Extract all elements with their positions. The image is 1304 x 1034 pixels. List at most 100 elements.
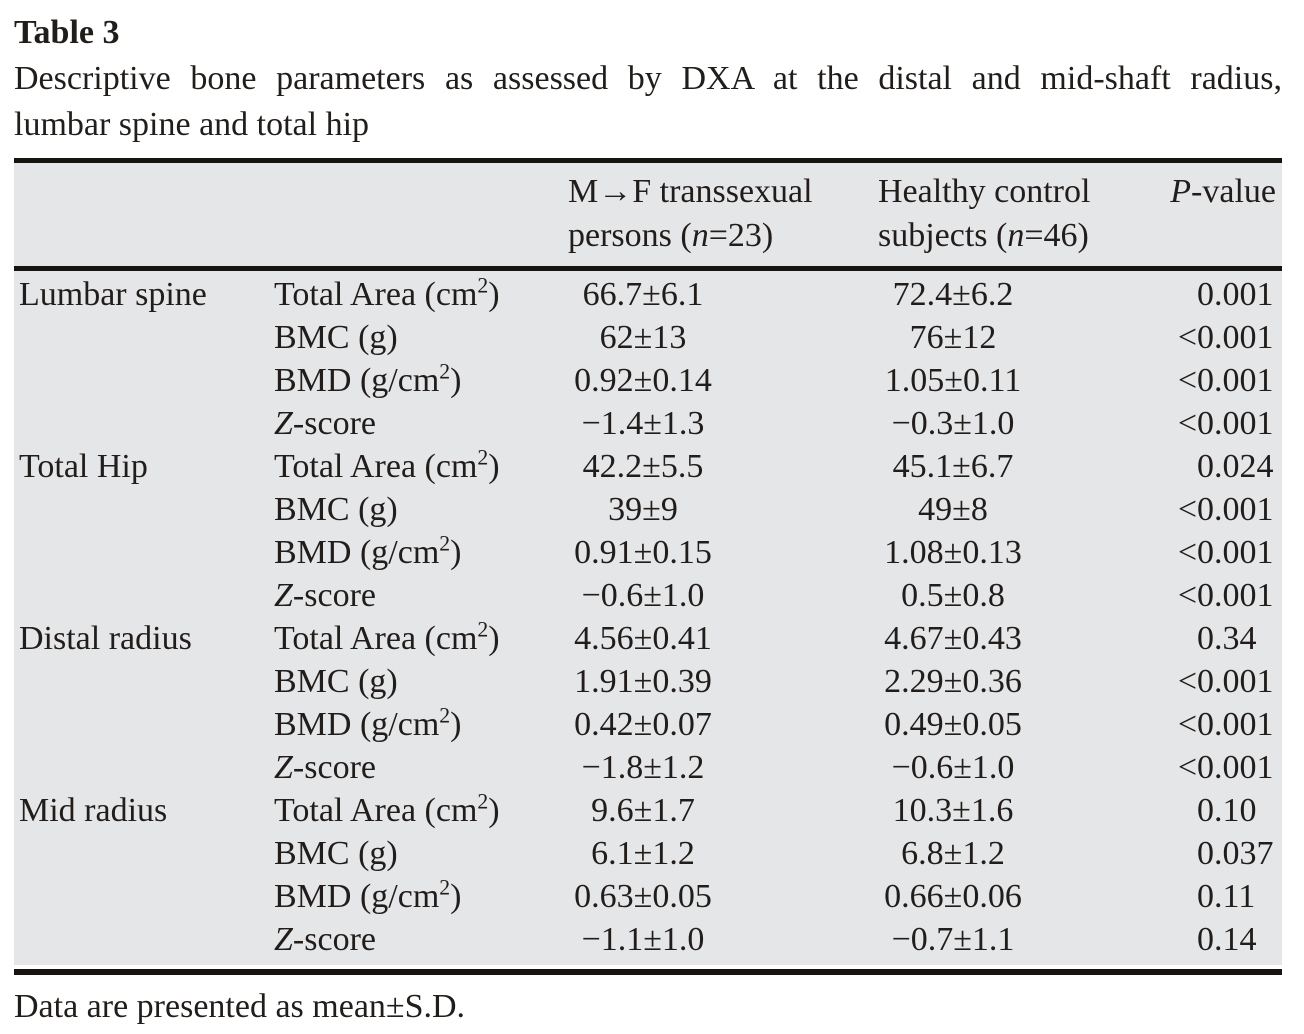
region-cell [14,574,272,617]
header-pvalue-cell: P-value [1170,173,1276,210]
p-value-int: <0 [1177,405,1214,442]
control-value-cell: 72.4±6.2 [878,269,1158,317]
p-value-int: 0 [1197,448,1214,485]
p-value-cell: 0.11 [1158,875,1282,918]
control-value: 2.29±0.36 [884,663,1022,700]
p-value-dec: .001 [1214,706,1274,743]
p-value-dec: .001 [1214,319,1274,356]
parameter-cell: Z-score [274,749,376,786]
p-value-cell: <0.001 [1158,703,1282,746]
p-value-dec: .024 [1214,448,1274,485]
region-cell [14,875,272,918]
control-value-cell: 49±8 [878,488,1158,531]
header-control-line1: Healthy control [878,173,1091,210]
p-value-cell: 0.024 [1158,445,1282,488]
control-value: 72.4±6.2 [892,276,1014,313]
control-value-cell: 0.5±0.8 [878,574,1158,617]
table-row: Distal radius Total Area (cm2) 4.56±0.41 4.… [14,617,1282,660]
region-cell: Distal radius [19,620,192,657]
p-value-cell: <0.001 [1158,316,1282,359]
control-value-cell: 76±12 [878,316,1158,359]
header-mf-group-cell: M→F transsexual persons (n=23) [568,161,878,269]
mf-value-cell: 6.1±1.2 [568,832,878,875]
table-caption-line2: lumbar spine and total hip [14,106,370,143]
p-value-int: 0 [1197,276,1214,313]
parameter-cell: Total Area (cm2) [274,617,500,657]
control-value-cell: 0.49±0.05 [878,703,1158,746]
region-cell [14,918,272,965]
parameter-cell: BMD (g/cm2) [274,531,462,571]
table-row: Z-score −1.4±1.3 −0.3±1.0 <0.001 [14,402,1282,445]
region-cell [14,316,272,359]
table-row: Z-score −1.8±1.2 −0.6±1.0 <0.001 [14,746,1282,789]
mf-value-cell: 1.91±0.39 [568,660,878,703]
region-cell [14,660,272,703]
p-value-dec: .001 [1214,534,1274,571]
table-row: BMD (g/cm2) 0.91±0.15 1.08±0.13 <0.001 [14,531,1282,574]
table-row: Lumbar spine Total Area (cm2) 66.7±6.1 72.4… [14,269,1282,317]
p-value-int: 0 [1197,620,1214,657]
p-value-cell: <0.001 [1158,660,1282,703]
table-row: BMC (g) 39±9 49±8 <0.001 [14,488,1282,531]
p-value-int: <0 [1177,491,1214,528]
region-cell [14,488,272,531]
control-value: −0.6±1.0 [891,749,1015,786]
p-value-int: <0 [1177,577,1214,614]
p-value-cell: 0.10 [1158,789,1282,832]
mf-value: 0.91±0.15 [574,534,712,571]
p-value-cell: 0.001 [1158,269,1282,317]
table-row: BMD (g/cm2) 0.63±0.05 0.66±0.06 0.11 [14,875,1282,918]
control-value: 49±8 [918,491,988,528]
p-value-cell: <0.001 [1158,359,1282,402]
control-value: 4.67±0.43 [884,620,1022,657]
control-value: 1.05±0.11 [884,362,1022,399]
control-value-cell: 6.8±1.2 [878,832,1158,875]
control-value: 10.3±1.6 [892,792,1014,829]
p-value-cell: <0.001 [1158,746,1282,789]
control-value-cell: 2.29±0.36 [878,660,1158,703]
parameter-cell: BMD (g/cm2) [274,703,462,743]
p-value-int: <0 [1177,534,1214,571]
p-value-dec: .001 [1214,749,1274,786]
parameter-cell: BMD (g/cm2) [274,359,462,399]
mf-value-cell: 9.6±1.7 [568,789,878,832]
control-value-cell: 45.1±6.7 [878,445,1158,488]
control-value-cell: −0.7±1.1 [878,918,1158,965]
parameter-cell: Z-score [274,921,376,958]
mf-value-cell: 0.91±0.15 [568,531,878,574]
control-value: 6.8±1.2 [901,835,1005,872]
parameter-cell: Total Area (cm2) [274,789,500,829]
parameter-cell: Z-score [274,577,376,614]
mf-value: −1.4±1.3 [581,405,705,442]
p-value-int: <0 [1177,749,1214,786]
parameter-cell: BMC (g) [274,319,398,356]
parameter-cell: Total Area (cm2) [274,273,500,313]
mf-value-cell: 62±13 [568,316,878,359]
mf-value: 0.42±0.07 [574,706,712,743]
parameter-cell: Z-score [274,405,376,442]
table-row: BMC (g) 62±13 76±12 <0.001 [14,316,1282,359]
p-value-dec: .001 [1214,577,1274,614]
mf-value: 62±13 [599,319,687,356]
mf-value-cell: 4.56±0.41 [568,617,878,660]
control-value-cell: 4.67±0.43 [878,617,1158,660]
p-value-dec: .34 [1214,620,1257,657]
table-row: BMD (g/cm2) 0.92±0.14 1.05±0.11 <0.001 [14,359,1282,402]
p-value-cell: <0.001 [1158,402,1282,445]
control-value-cell: 10.3±1.6 [878,789,1158,832]
p-value-dec: .001 [1214,405,1274,442]
p-value-int: <0 [1177,319,1214,356]
mf-value: 66.7±6.1 [582,276,704,313]
mf-value-cell: 0.92±0.14 [568,359,878,402]
dxa-bone-parameters-table: M→F transsexual persons (n=23) Healthy c… [14,158,1282,965]
parameter-cell: BMC (g) [274,663,398,700]
region-cell [14,402,272,445]
control-value: 45.1±6.7 [892,448,1014,485]
control-value: 0.5±0.8 [901,577,1005,614]
region-cell [14,832,272,875]
mf-value: 9.6±1.7 [591,792,695,829]
table-row: Z-score −0.6±1.0 0.5±0.8 <0.001 [14,574,1282,617]
region-cell [14,746,272,789]
parameter-cell: BMD (g/cm2) [274,875,462,915]
p-value-cell: <0.001 [1158,574,1282,617]
